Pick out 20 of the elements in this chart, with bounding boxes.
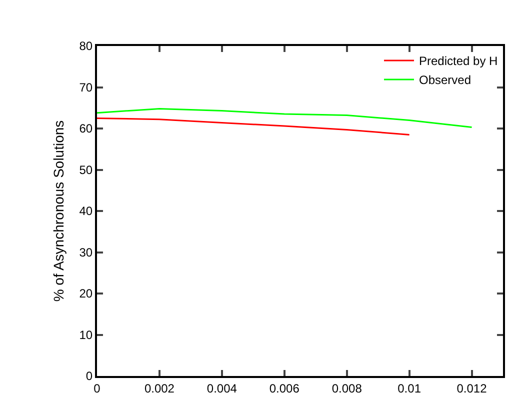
x-tick-label: 0.004 bbox=[206, 381, 238, 396]
legend-label: Predicted by H bbox=[419, 54, 498, 68]
y-tick-label: 0 bbox=[86, 369, 93, 384]
x-tick-label: 0.002 bbox=[144, 381, 175, 396]
legend-label: Observed bbox=[419, 73, 472, 88]
y-tick-label: 50 bbox=[79, 162, 93, 177]
line-series bbox=[97, 117, 410, 136]
y-axis-title: % of Asynchronous Solutions bbox=[50, 120, 66, 302]
y-tick-label: 60 bbox=[79, 122, 93, 136]
y-tick-label: 30 bbox=[79, 245, 93, 260]
y-tick-label: 40 bbox=[79, 204, 93, 218]
y-tick-label: 80 bbox=[79, 39, 93, 54]
x-tick-label: 0.006 bbox=[269, 381, 300, 396]
x-tick-label: 0.01 bbox=[398, 381, 422, 396]
y-tick-label: 70 bbox=[79, 80, 93, 94]
y-tick-label: 10 bbox=[79, 328, 93, 342]
x-tick-label: 0.008 bbox=[332, 381, 362, 396]
y-tick-label: 20 bbox=[79, 286, 93, 301]
x-tick-label: 0.012 bbox=[456, 381, 488, 396]
line-series bbox=[97, 108, 473, 128]
